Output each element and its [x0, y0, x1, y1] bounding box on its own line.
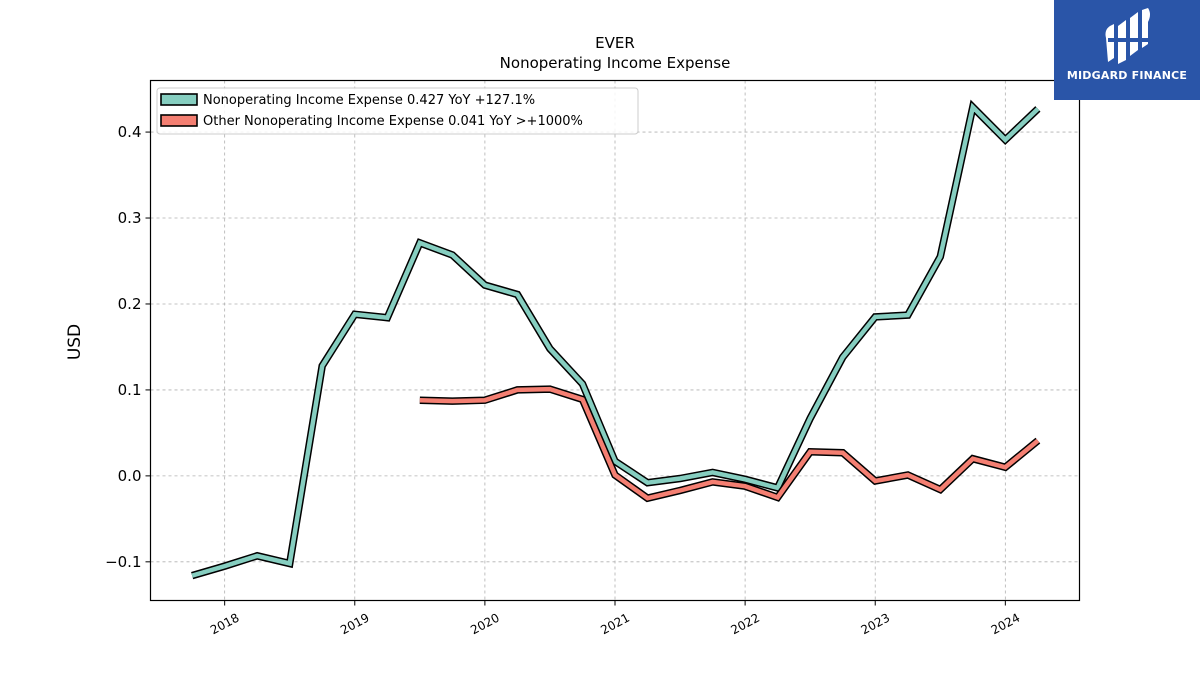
legend-box	[156, 87, 639, 135]
grid-lines	[150, 80, 1080, 601]
x-tick-label: 2018	[208, 611, 242, 638]
series-line-0	[191, 102, 1040, 578]
x-tick-label: 2022	[728, 611, 762, 638]
legend-item-other-nonoperating: Other Nonoperating Income Expense 0.041 …	[160, 114, 583, 129]
legend-swatch-nonoperating	[160, 93, 198, 106]
x-tick-label: 2024	[989, 611, 1023, 638]
midgard-finance-logo-icon	[1105, 8, 1150, 64]
y-tick-label: −0.1	[105, 553, 141, 571]
y-tick-label: 0.3	[118, 209, 142, 227]
legend-label-nonoperating: Nonoperating Income Expense 0.427 YoY +1…	[203, 93, 535, 108]
chart-subtitle: Nonoperating Income Expense	[500, 54, 731, 72]
x-tick-label: 2020	[468, 611, 502, 638]
legend: Nonoperating Income Expense 0.427 YoY +1…	[156, 87, 639, 135]
legend-label-other-nonoperating: Other Nonoperating Income Expense 0.041 …	[203, 114, 583, 129]
series-line-1	[419, 386, 1040, 501]
midgard-finance-logo: MIDGARD FINANCE	[1054, 0, 1200, 100]
y-tick-label: 0.2	[118, 295, 142, 313]
series-lines	[191, 99, 1041, 580]
legend-swatch-other-nonoperating	[160, 114, 198, 127]
legend-item-nonoperating: Nonoperating Income Expense 0.427 YoY +1…	[160, 93, 535, 108]
y-tick-label: 0.4	[118, 123, 142, 141]
x-tick-label: 2019	[338, 611, 372, 638]
y-tick-label: 0.1	[118, 381, 142, 399]
midgard-finance-logo-text: MIDGARD FINANCE	[1066, 69, 1188, 82]
chart-title: EVER	[595, 34, 635, 52]
x-tick-label: 2021	[598, 611, 632, 638]
x-tick-label: 2023	[859, 611, 893, 638]
y-tick-label: 0.0	[118, 467, 142, 485]
y-axis-label: USD	[65, 324, 85, 360]
